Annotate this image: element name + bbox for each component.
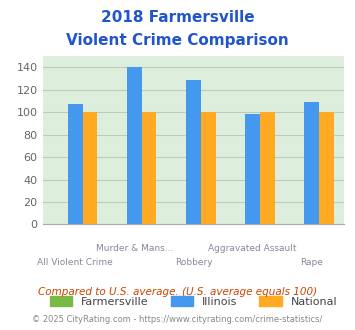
Bar (201, 112, 216, 224)
Bar (245, 115, 260, 224)
Text: Murder & Mans...: Murder & Mans... (95, 244, 173, 253)
Text: © 2025 CityRating.com - https://www.cityrating.com/crime-statistics/: © 2025 CityRating.com - https://www.city… (32, 315, 323, 324)
Bar (82, 112, 97, 224)
Text: Aggravated Assault: Aggravated Assault (208, 244, 297, 253)
Bar (68, 104, 83, 224)
Text: Compared to U.S. average. (U.S. average equals 100): Compared to U.S. average. (U.S. average … (38, 287, 317, 297)
Text: Violent Crime Comparison: Violent Crime Comparison (66, 33, 289, 48)
Text: Rape: Rape (300, 258, 323, 267)
Bar (260, 112, 275, 224)
Legend: Farmersville, Illinois, National: Farmersville, Illinois, National (45, 292, 342, 312)
Text: 2018 Farmersville: 2018 Farmersville (101, 10, 254, 25)
Bar (127, 67, 142, 224)
Bar (304, 102, 319, 224)
Text: Robbery: Robbery (175, 258, 212, 267)
Bar (319, 112, 334, 224)
Bar (142, 112, 157, 224)
Bar (186, 80, 201, 224)
Text: All Violent Crime: All Violent Crime (37, 258, 113, 267)
